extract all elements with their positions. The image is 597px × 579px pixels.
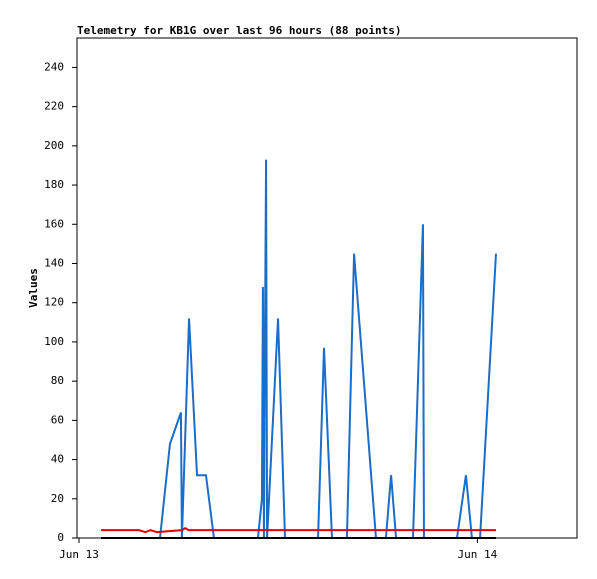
y-tick-label: 200 <box>44 139 64 152</box>
y-tick-label: 20 <box>51 492 64 505</box>
y-tick-label: 160 <box>44 217 64 230</box>
y-tick-label: 100 <box>44 335 64 348</box>
y-tick-label: 80 <box>51 374 64 387</box>
y-tick-label: 140 <box>44 256 64 269</box>
y-tick-label: 240 <box>44 60 64 73</box>
y-tick-label: 40 <box>51 453 64 466</box>
x-tick-label: Jun 13 <box>59 548 99 561</box>
y-tick-label: 0 <box>57 531 64 544</box>
x-tick-label: Jun 14 <box>458 548 498 561</box>
y-axis-label: Values <box>27 268 40 308</box>
y-tick-label: 180 <box>44 178 64 191</box>
y-tick-label: 60 <box>51 413 64 426</box>
series-line <box>159 159 497 539</box>
series-line <box>101 527 496 534</box>
plot-frame <box>76 37 578 539</box>
chart-title: Telemetry for KB1G over last 96 hours (8… <box>77 24 402 37</box>
y-tick-label: 220 <box>44 100 64 113</box>
y-tick-label: 120 <box>44 296 64 309</box>
